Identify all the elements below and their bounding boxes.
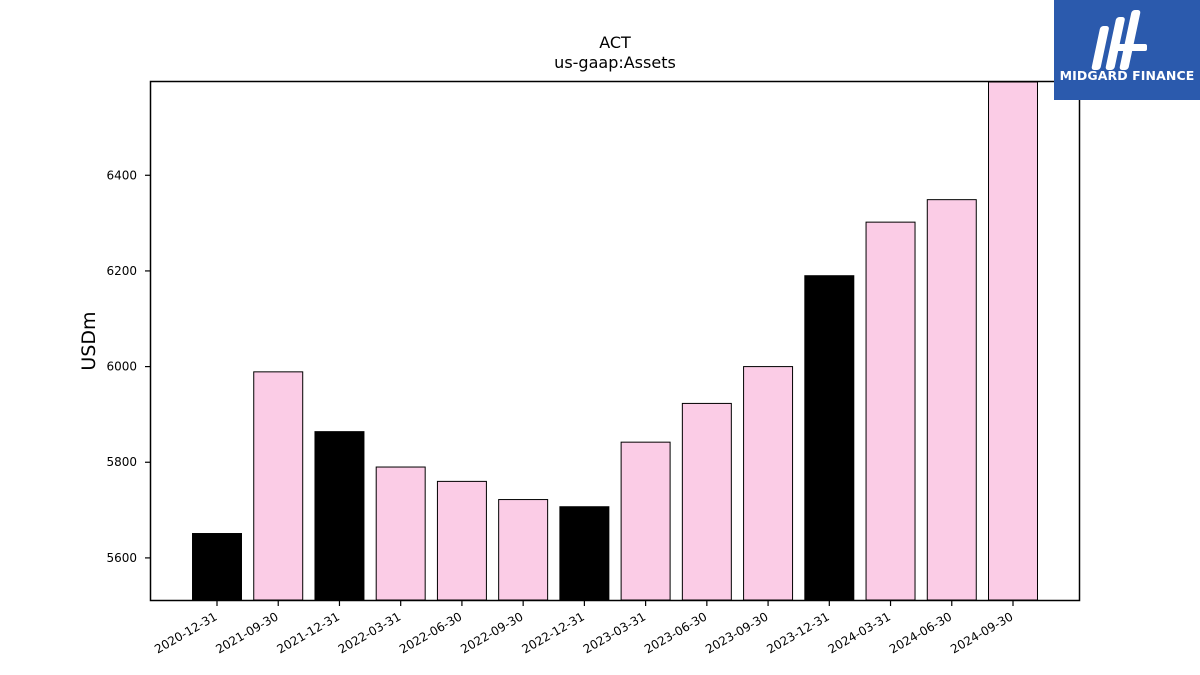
bar-2024-06-30	[926, 199, 977, 601]
company-logo: MIDGARD FINANCE	[1054, 0, 1200, 100]
x-tick-label: 2022-03-31	[336, 609, 403, 656]
x-tick-label: 2022-06-30	[397, 609, 464, 656]
y-tick-label: 6200	[106, 264, 137, 278]
bar-2024-09-30	[988, 81, 1038, 601]
y-tick-label: 6400	[106, 168, 137, 182]
y-tick-label: 5600	[106, 551, 137, 565]
y-tick-label: 5800	[106, 455, 137, 469]
y-ticks-group: 5600 5800 6000 6200 6400	[106, 168, 151, 565]
bar-2024-03-31	[865, 221, 916, 601]
x-tick-label: 2021-09-30	[213, 609, 280, 656]
bar-2022-12-31	[559, 506, 610, 601]
bars-group	[192, 81, 1038, 601]
x-tick-label: 2022-12-31	[519, 609, 586, 656]
bar-2022-06-30	[436, 480, 487, 601]
plot-frame	[149, 80, 1081, 602]
bar-2020-12-31	[192, 533, 242, 601]
x-tick-label: 2023-06-30	[642, 609, 709, 656]
y-tick-label: 6000	[106, 360, 137, 374]
chart-subtitle: us-gaap:Assets	[554, 53, 676, 72]
bar-2023-12-31	[804, 275, 855, 601]
bar-2021-09-30	[253, 371, 304, 601]
x-tick-label: 2024-09-30	[948, 609, 1015, 656]
bar-2022-09-30	[498, 499, 549, 601]
x-tick-label: 2024-06-30	[887, 609, 954, 656]
x-ticks-group: 2020-12-312021-09-302021-12-312022-03-31…	[152, 600, 1016, 656]
x-tick-label: 2023-03-31	[581, 609, 648, 656]
bar-2022-03-31	[375, 466, 426, 601]
x-tick-label: 2021-12-31	[275, 609, 342, 656]
x-tick-label: 2020-12-31	[152, 609, 219, 656]
midgard-finance-logo-icon	[1091, 10, 1147, 70]
chart-title: ACT	[599, 33, 631, 52]
logo-text: MIDGARD FINANCE	[1059, 68, 1195, 83]
bar-2023-03-31	[620, 441, 671, 601]
x-tick-label: 2023-09-30	[703, 609, 770, 656]
x-tick-label: 2023-12-31	[764, 609, 831, 656]
x-tick-label: 2024-03-31	[826, 609, 893, 656]
x-tick-label: 2022-09-30	[458, 609, 525, 656]
bar-2023-06-30	[681, 402, 732, 601]
bar-2021-12-31	[314, 431, 365, 601]
bar-2023-09-30	[743, 366, 794, 601]
y-axis-label: USDm	[78, 311, 100, 370]
